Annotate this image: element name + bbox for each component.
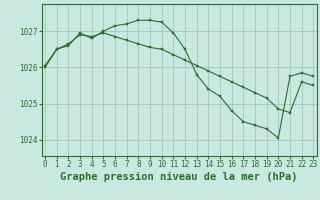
- X-axis label: Graphe pression niveau de la mer (hPa): Graphe pression niveau de la mer (hPa): [60, 172, 298, 182]
